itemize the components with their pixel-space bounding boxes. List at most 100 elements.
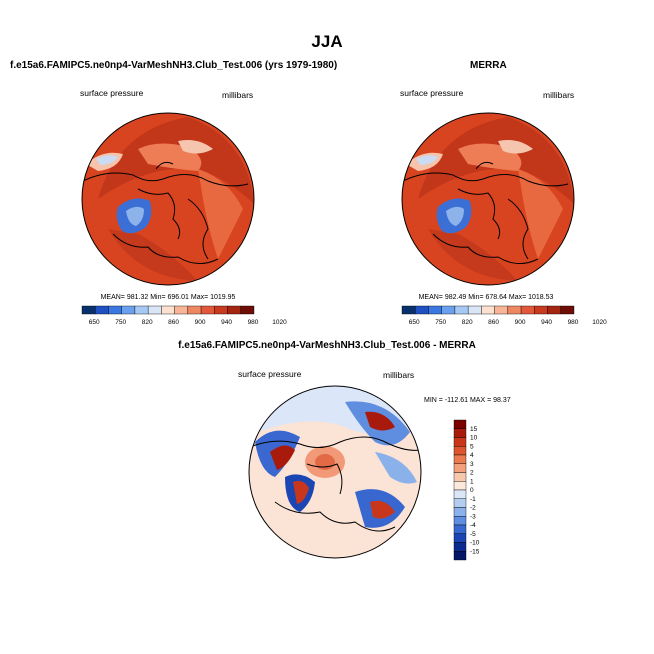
panel2-map-region xyxy=(446,206,464,226)
panel2-colorbar-swatch xyxy=(481,305,495,315)
panel1-colorbar-tick: 1020 xyxy=(272,319,287,326)
panel3-colorbar-tick: 0 xyxy=(470,487,474,494)
panel1-colorbar-tick: 650 xyxy=(89,319,100,326)
panel3-colorbar-swatch xyxy=(453,524,467,534)
panel2-colorbar-tick: 980 xyxy=(568,319,579,326)
panel3-map-border xyxy=(248,385,422,559)
panel1-colorbar-swatch xyxy=(240,305,255,315)
panel2-colorbar-tick: 900 xyxy=(515,319,526,326)
panel3-coastline xyxy=(306,463,343,495)
panel1-map-region xyxy=(108,229,198,281)
panel3-map-region xyxy=(270,445,295,470)
panel2-colorbar-swatch xyxy=(454,305,469,315)
panel3-coastline xyxy=(249,436,421,451)
panel3-colorbar-tick: -4 xyxy=(470,522,476,529)
panel3-colorbar-swatch xyxy=(453,454,467,464)
panel3-colorbar-tick: -15 xyxy=(470,548,480,555)
panel1-colorbar-tick: 860 xyxy=(168,319,179,326)
panel3-colorbar-swatch xyxy=(453,446,467,456)
panel1-colorbar-tick: 940 xyxy=(221,319,232,326)
panel3-colorbar-tick: 15 xyxy=(470,426,478,433)
panel3-colorbar-tick: 2 xyxy=(470,470,474,477)
panel2-colorbar-tick: 750 xyxy=(435,319,446,326)
page-title: JJA xyxy=(311,32,343,51)
panel3-colorbar-swatch xyxy=(453,507,467,517)
panel1-coastline xyxy=(187,198,209,260)
panel3-stats: MIN = -112.61 MAX = 98.37 xyxy=(424,397,511,404)
panel3-map-region xyxy=(375,452,417,484)
panel2-title: MERRA xyxy=(470,60,507,71)
panel3-colorbar-swatch xyxy=(453,551,467,561)
panel2-colorbar-tick: 1020 xyxy=(592,319,607,326)
panel1-colorbar-swatch xyxy=(147,305,162,315)
panel2-colorbar-swatch xyxy=(467,305,482,315)
panel1-colorbar-tick: 980 xyxy=(248,319,259,326)
panel3-title: f.e15a6.FAMIPC5.ne0np4-VarMeshNH3.Club_T… xyxy=(178,340,476,351)
panel3-colorbar-swatch xyxy=(453,533,467,543)
panel2-left-label: surface pressure xyxy=(400,88,464,98)
panel3-colorbar-swatch xyxy=(453,542,467,552)
panel1-right-label: millibars xyxy=(222,90,254,100)
panel2-colorbar: 650 750 820 860 900 940 980 1020 xyxy=(401,305,607,326)
panel3-map-region xyxy=(365,411,395,431)
panel2-colorbar-swatch xyxy=(560,305,575,315)
panel2-map-region xyxy=(428,229,518,281)
panel1-colorbar: 650 750 820 860 900 940 980 1020 xyxy=(81,305,287,326)
panel3-colorbar-tick: -3 xyxy=(470,513,476,520)
panel2-colorbar-swatch xyxy=(547,305,561,315)
panel3-colorbar-swatch xyxy=(453,498,467,508)
panel1-colorbar-swatch xyxy=(108,305,122,315)
panel3-colorbar-swatch xyxy=(453,481,467,491)
panel2-map-border xyxy=(401,112,575,286)
panel2-colorbar-swatch xyxy=(401,305,416,315)
panel2-colorbar-swatch xyxy=(415,305,429,315)
panel2-colorbar-swatch xyxy=(534,305,548,315)
panel2-map-region xyxy=(518,169,563,259)
panel1-map-region xyxy=(198,169,243,259)
panel3-colorbar-swatch xyxy=(453,472,467,482)
panel3-left-label: surface pressure xyxy=(238,369,302,379)
panel3-colorbar-tick: -10 xyxy=(470,540,480,547)
panel1-coastline xyxy=(82,172,249,187)
panel2-coastline xyxy=(507,198,529,260)
panel3-coastline xyxy=(274,501,396,532)
panel2-coastline xyxy=(475,161,494,170)
panel3-colorbar-tick: 5 xyxy=(470,443,474,450)
panel2-colorbar-swatch xyxy=(441,305,456,315)
panel2-colorbar-tick: 940 xyxy=(541,319,552,326)
panel1-colorbar-swatch xyxy=(134,305,149,315)
panel3-colorbar-swatch xyxy=(453,419,467,429)
panel1-colorbar-swatch xyxy=(200,305,215,315)
panel2-colorbar-swatch xyxy=(507,305,522,315)
panel1-left-label: surface pressure xyxy=(80,88,144,98)
panel1-colorbar-swatch xyxy=(187,305,202,315)
panel2-map-region xyxy=(416,155,438,165)
panel2-colorbar-swatch xyxy=(520,305,535,315)
panel3-colorbar-tick: -1 xyxy=(470,496,476,503)
panel3-map-region xyxy=(293,480,309,504)
panel3-colorbar-swatch xyxy=(453,437,467,447)
panel2-colorbar-tick: 860 xyxy=(488,319,499,326)
panel3-colorbar-tick: 10 xyxy=(470,435,478,442)
panel3-colorbar-tick: 3 xyxy=(470,461,474,468)
panel2-colorbar-swatch xyxy=(494,305,509,315)
panel1-colorbar-swatch xyxy=(95,305,109,315)
panel3-colorbar-tick: 1 xyxy=(470,478,474,485)
panel1-coastline xyxy=(112,233,219,264)
panel3-map xyxy=(248,385,422,559)
panel2-coastline xyxy=(457,188,501,240)
panel1-colorbar-swatch xyxy=(227,305,241,315)
panel3-colorbar-swatch xyxy=(453,516,467,526)
panel1-map-border xyxy=(81,112,255,286)
panel3-colorbar-swatch xyxy=(453,463,467,473)
panel1-coastline xyxy=(137,188,181,240)
panel2-colorbar-tick: 820 xyxy=(462,319,473,326)
panel2-colorbar-tick: 650 xyxy=(409,319,420,326)
panel1-map-region xyxy=(96,155,118,165)
panel1-colorbar-swatch xyxy=(161,305,175,315)
panel3-colorbar-tick: 4 xyxy=(470,452,474,459)
panel1-colorbar-tick: 820 xyxy=(142,319,153,326)
panel2-map-region xyxy=(498,140,533,154)
panel1-stats: MEAN= 981.32 Min= 696.01 Max= 1019.95 xyxy=(100,294,236,301)
panel1-map-region xyxy=(126,206,144,226)
